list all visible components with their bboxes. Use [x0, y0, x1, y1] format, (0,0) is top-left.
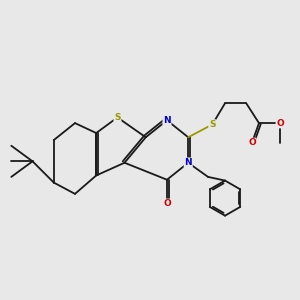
Text: O: O	[276, 118, 284, 127]
Text: N: N	[163, 116, 171, 125]
Text: S: S	[114, 113, 121, 122]
Text: N: N	[184, 158, 192, 167]
Text: O: O	[248, 138, 256, 147]
Text: O: O	[163, 199, 171, 208]
Text: S: S	[209, 120, 215, 129]
